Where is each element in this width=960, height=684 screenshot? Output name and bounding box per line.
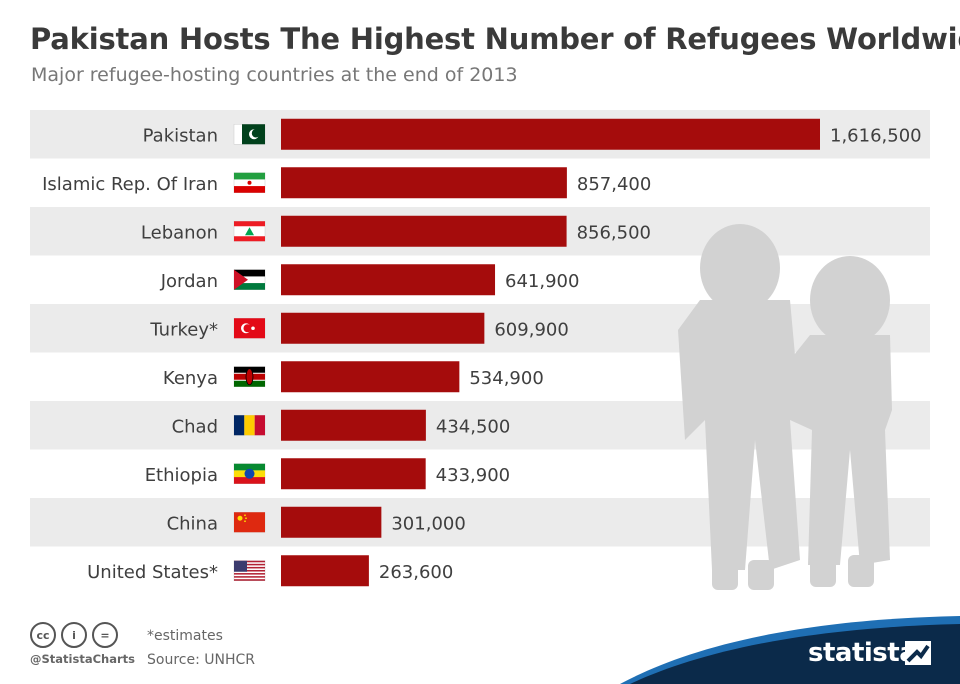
category-label: Kenya [163,368,218,389]
bar-row: United States* 263,600 [87,555,453,587]
kenya-flag-icon [233,366,266,387]
chad-flag-icon [233,415,266,436]
bar [281,361,460,393]
attribution-icon: i [61,622,87,648]
category-label: United States* [87,562,218,583]
estimates-note: *estimates [147,628,223,644]
value-label: 433,900 [436,465,510,486]
bar [281,458,426,490]
category-label: Jordan [160,271,218,292]
cc-icon: cc [30,622,56,648]
pakistan-flag-icon [233,124,266,145]
bar-row: China 301,000 [167,506,466,538]
bar-row: Kenya 534,900 [163,361,544,393]
value-label: 434,500 [436,416,510,437]
bar-row: Chad 434,500 [172,409,510,441]
brand-wave [620,616,960,684]
value-label: 301,000 [391,513,465,534]
page-title: Pakistan Hosts The Highest Number of Ref… [30,22,960,56]
category-label: Pakistan [143,125,218,146]
bar-rows: Pakistan 1,616,500 Islamic Rep. Of Iran 857… [42,118,922,587]
bar-row: Pakistan 1,616,500 [143,118,922,150]
value-label: 857,400 [577,174,651,195]
category-label: Chad [172,416,218,437]
bar [281,167,567,199]
value-label: 534,900 [469,368,543,389]
bar-row: Jordan 641,900 [160,264,579,296]
creative-commons-icons[interactable]: cc i = [30,622,118,648]
value-label: 856,500 [577,222,651,243]
bar [281,215,567,247]
twitter-handle[interactable]: @StatistaCharts [30,652,135,666]
statista-logo[interactable]: statista [808,638,917,668]
ethiopia-flag-icon [233,463,266,484]
no-derivatives-icon: = [92,622,118,648]
silhouette-figure [678,224,800,590]
lebanon-flag-icon [233,221,266,242]
bar-row: Ethiopia 433,900 [145,458,510,490]
bar-row: Islamic Rep. Of Iran 857,400 [42,167,651,199]
bar [281,555,369,587]
bar [281,118,820,150]
category-label: Lebanon [141,222,218,243]
value-label: 1,616,500 [830,125,922,146]
value-label: 263,600 [379,562,453,583]
bar [281,409,426,441]
iran-flag-icon [233,172,266,193]
category-label: China [167,513,218,534]
bar-row: Lebanon 856,500 [141,215,651,247]
bar [281,312,485,344]
value-label: 609,900 [494,319,568,340]
statista-logo-icon [905,641,931,665]
turkey-flag-icon [233,318,266,339]
category-label: Turkey* [149,319,218,340]
value-label: 641,900 [505,271,579,292]
silhouette-figure [790,256,892,587]
page-subtitle: Major refugee-hosting countries at the e… [31,64,518,86]
source-note: Source: UNHCR [147,652,256,668]
bar [281,264,496,296]
footnotes: *estimates Source: UNHCR [147,624,255,672]
children-silhouette [678,224,892,590]
usa-flag-icon [233,560,266,581]
category-label: Islamic Rep. Of Iran [42,174,218,195]
china-flag-icon [233,512,266,533]
bar [281,506,382,538]
bar-row: Turkey* 609,900 [149,312,569,344]
category-label: Ethiopia [145,465,218,486]
jordan-flag-icon [233,269,266,290]
